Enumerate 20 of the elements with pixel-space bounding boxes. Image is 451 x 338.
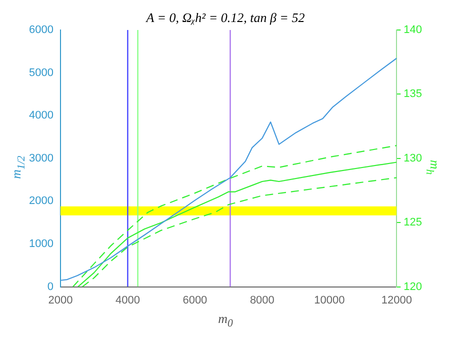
y2-tick-label: 130 (404, 152, 422, 164)
x-tick-label: 2000 (48, 294, 73, 306)
x-axis-title: m$_{0}$ (217, 311, 234, 330)
x-tick-label: 6000 (182, 294, 208, 306)
x-tick-label: 8000 (250, 294, 274, 306)
chart-title: A = 0, Ωᵪh² = 0.12, tan β = 52 (144, 10, 306, 26)
y2-tick-label: 125 (404, 216, 422, 229)
y-tick-label: 1000 (28, 238, 54, 250)
x-tick-label: 12000 (381, 294, 412, 306)
y-tick-label: 6000 (28, 24, 54, 36)
y2-tick-label: 120 (404, 280, 422, 293)
y-tick-label: 0 (47, 280, 54, 293)
y-tick-label: 3000 (28, 152, 54, 164)
y-tick-label: 2000 (28, 195, 54, 208)
x-tick-label: 10000 (314, 294, 345, 306)
y2-tick-label: 140 (404, 24, 422, 36)
y-tick-label: 4000 (28, 110, 54, 122)
y2-tick-label: 135 (404, 88, 422, 100)
x-tick-label: 4000 (115, 294, 140, 306)
y-tick-label: 5000 (28, 66, 54, 79)
